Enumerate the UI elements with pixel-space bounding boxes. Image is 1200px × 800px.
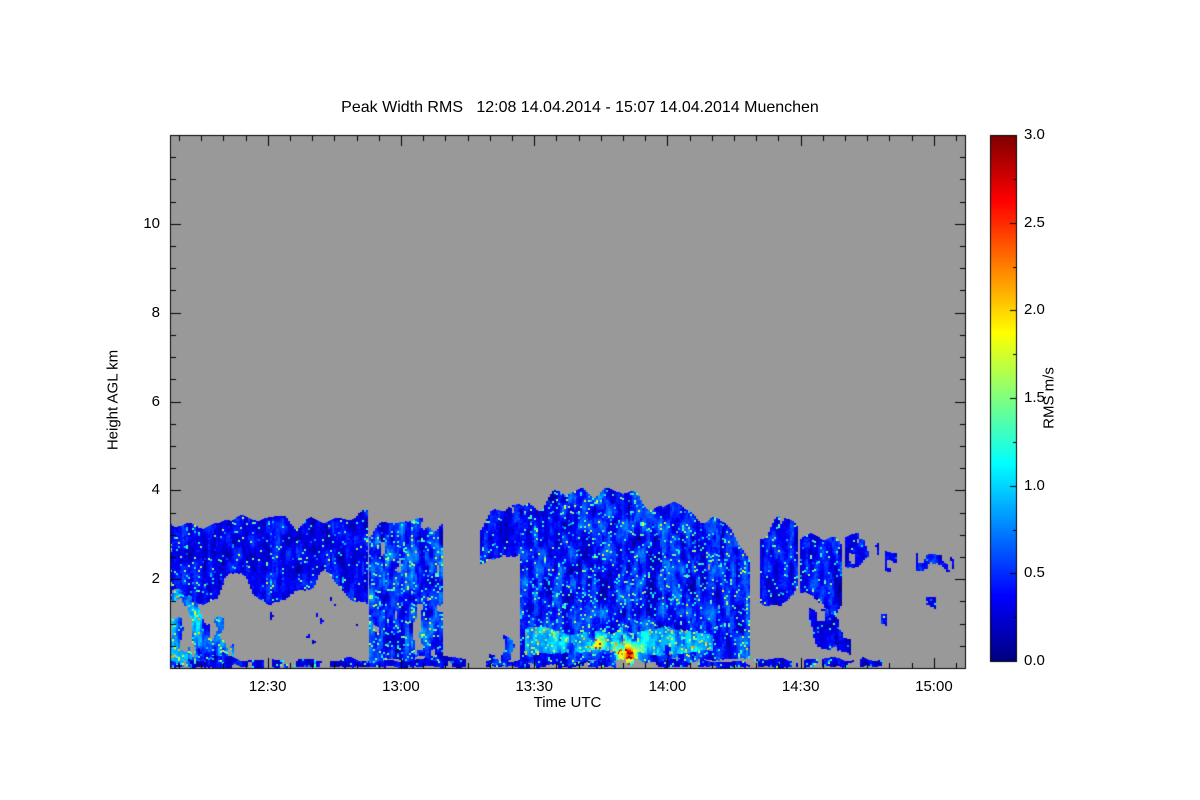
x-tick-label: 15:00 [915, 678, 953, 695]
colorbar-tick-label: 2.0 [1024, 301, 1045, 319]
y-tick-label: 6 [151, 392, 160, 410]
x-tick-label: 14:00 [648, 678, 687, 695]
x-tick-label: 12:30 [248, 678, 287, 695]
y-tick-label: 8 [151, 303, 160, 321]
y-tick-label: 10 [143, 214, 160, 232]
y-tick-label: 4 [151, 481, 160, 499]
colorbar-tick-label: 0.0 [1024, 652, 1045, 669]
x-tick-label: 14:30 [781, 678, 820, 695]
y-tick-label: 2 [151, 570, 160, 588]
plot-title: Peak Width RMS 12:08 14.04.2014 - 15:07 … [341, 99, 819, 116]
colorbar-tick-label: 1.5 [1024, 389, 1045, 406]
colorbar-tick-label: 0.5 [1024, 564, 1045, 582]
colorbar-tick-label: 2.5 [1024, 213, 1045, 231]
colorbar-tick-label: 1.0 [1024, 476, 1045, 494]
colorbar-tick-label: 3.0 [1024, 126, 1045, 143]
x-tick-label: 13:00 [382, 678, 420, 695]
x-tick-label: 13:30 [515, 678, 553, 695]
x-axis-title: Time UTC [533, 694, 602, 711]
